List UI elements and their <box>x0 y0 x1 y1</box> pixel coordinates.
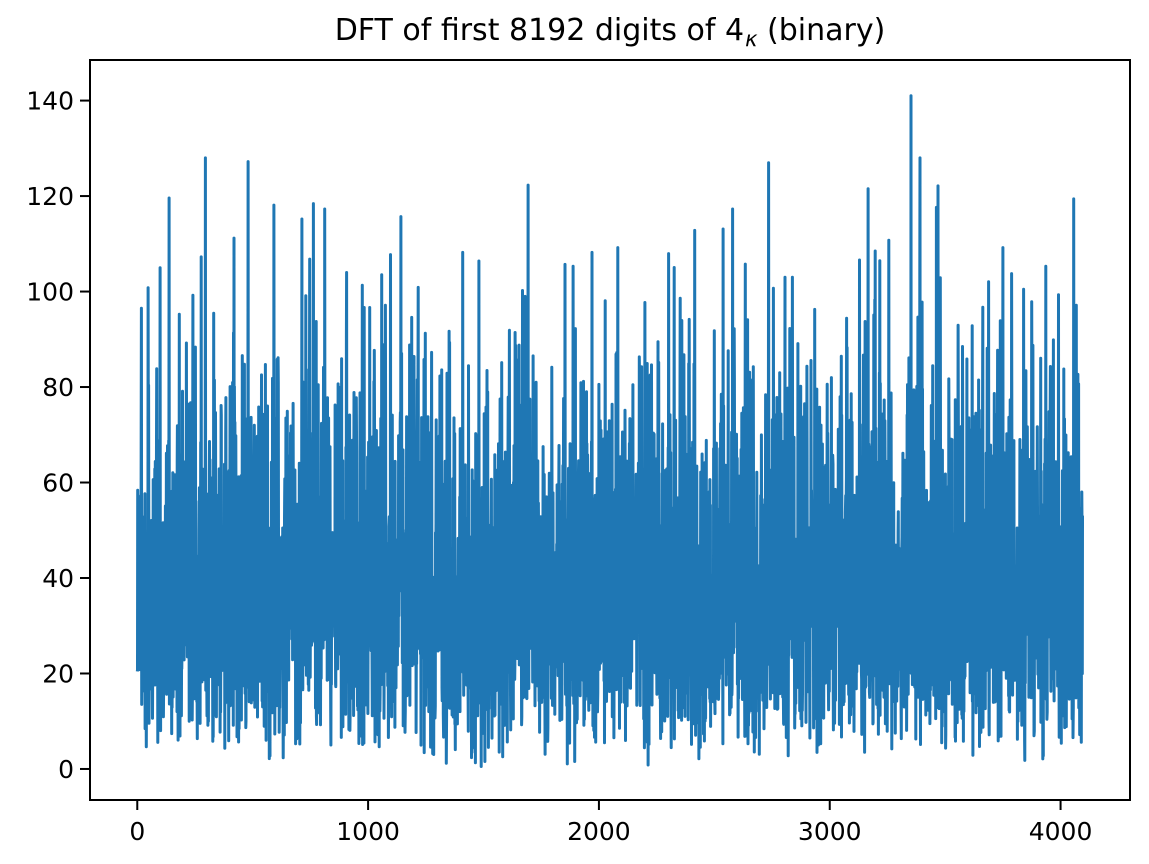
x-tick-label: 1000 <box>336 817 400 846</box>
y-tick-label: 140 <box>26 87 74 116</box>
spectrum-line <box>135 94 1084 768</box>
y-tick-label: 80 <box>42 373 74 402</box>
chart-title: DFT of first 8192 digits of 4κ (binary) <box>90 13 1130 52</box>
y-tick-label: 60 <box>42 469 74 498</box>
chart-title-text: DFT of first 8192 digits of 4 <box>334 13 745 48</box>
y-tick-label: 0 <box>58 755 74 784</box>
x-tick-label: 4000 <box>1029 817 1093 846</box>
x-tick-label: 3000 <box>798 817 862 846</box>
y-tick-label: 100 <box>26 278 74 307</box>
chart-title-suffix: (binary) <box>757 13 886 48</box>
x-tick-label: 0 <box>129 817 145 846</box>
y-tick-label: 120 <box>26 182 74 211</box>
y-tick-label: 20 <box>42 659 74 688</box>
y-tick-label: 40 <box>42 564 74 593</box>
x-tick-label: 2000 <box>567 817 631 846</box>
axes-frame <box>89 59 1131 801</box>
chart-title-subscript-kappa: κ <box>745 27 758 52</box>
